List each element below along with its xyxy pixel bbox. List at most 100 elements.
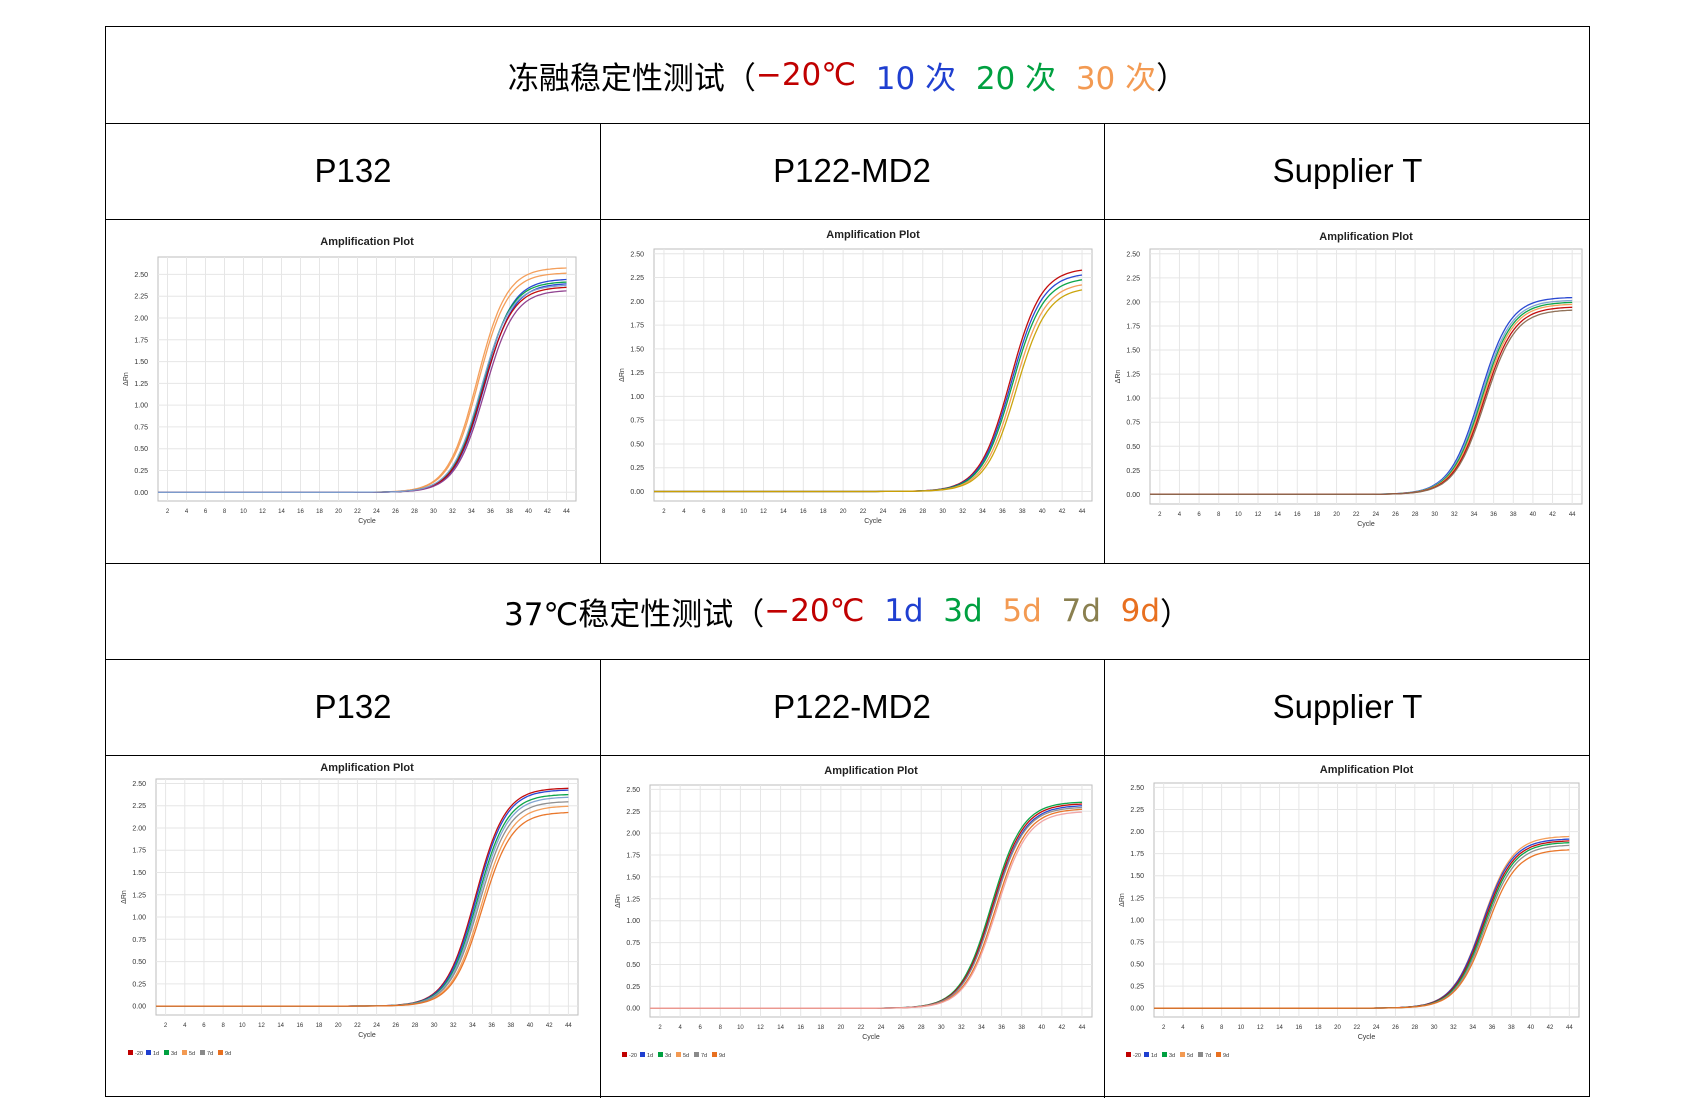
y-tick-label: 0.25 [1126, 468, 1140, 475]
x-tick-label: 40 [527, 1023, 534, 1029]
legend-swatch [1162, 1052, 1167, 1057]
legend-label: 7d [1205, 1053, 1211, 1059]
x-tick-label: 42 [1059, 509, 1066, 515]
x-tick-label: 10 [240, 509, 247, 515]
y-axis-label: ΔRn [1119, 893, 1126, 907]
x-tick-label: 12 [259, 509, 266, 515]
y-tick-label: 0.50 [134, 446, 148, 453]
x-tick-label: 6 [702, 509, 706, 515]
x-tick-label: 44 [1079, 1025, 1086, 1031]
x-tick-label: 40 [525, 509, 532, 515]
x-tick-label: 38 [506, 509, 513, 515]
x-tick-label: 32 [450, 1023, 457, 1029]
legend-swatch [658, 1052, 663, 1057]
x-tick-label: 26 [392, 509, 399, 515]
plot-area [653, 248, 1093, 502]
y-tick-label: 2.25 [132, 803, 146, 810]
y-tick-label: 0.00 [1130, 1006, 1144, 1013]
x-tick-label: 30 [939, 509, 946, 515]
x-tick-label: 34 [978, 1025, 985, 1031]
y-tick-label: 1.50 [630, 346, 644, 353]
x-tick-label: 40 [1038, 1025, 1045, 1031]
legend-swatch [676, 1052, 681, 1057]
y-tick-label: 1.25 [1126, 372, 1140, 379]
y-tick-label: 0.50 [630, 441, 644, 448]
x-tick-label: 18 [820, 509, 827, 515]
y-tick-label: 2.00 [1126, 299, 1140, 306]
column-header-supplier-t: Supplier T [1272, 152, 1423, 189]
y-tick-label: 0.25 [630, 465, 644, 472]
x-tick-label: 2 [1162, 1025, 1166, 1031]
y-tick-label: 0.25 [134, 468, 148, 475]
legend-label: 3d [665, 1053, 671, 1059]
y-tick-label: 1.75 [1130, 851, 1144, 858]
x-tick-label: 14 [1274, 512, 1281, 518]
x-tick-label: 8 [223, 509, 227, 515]
plot-area [1153, 782, 1580, 1018]
x-tick-label: 30 [1431, 1025, 1438, 1031]
x-tick-label: 36 [999, 509, 1006, 515]
x-tick-label: 20 [1334, 1025, 1341, 1031]
column-header-p122-md2: P122-MD2 [773, 152, 931, 189]
row-divider [106, 219, 1589, 220]
x-tick-label: 16 [297, 1023, 304, 1029]
x-tick-label: 8 [1220, 1025, 1224, 1031]
y-axis-label: ΔRn [121, 890, 128, 904]
x-tick-label: 6 [699, 1025, 703, 1031]
x-tick-label: 22 [354, 1023, 361, 1029]
x-tick-label: 12 [1255, 512, 1262, 518]
x-tick-label: 2 [164, 1023, 168, 1029]
row-divider [106, 563, 1589, 564]
x-tick-label: 38 [1510, 512, 1517, 518]
amplification-plot-cell: Amplification Plot 0.00 0.25 0.50 0.75 1.00 1.… [1104, 755, 1591, 1098]
chart-title: Amplification Plot [824, 765, 918, 777]
legend-label: 1d [153, 1051, 159, 1057]
x-tick-label: 42 [544, 509, 551, 515]
x-tick-label: 36 [1490, 512, 1497, 518]
legend-label: -20 [629, 1053, 637, 1059]
y-tick-label: 1.25 [134, 381, 148, 388]
x-tick-label: 44 [565, 1023, 572, 1029]
x-tick-label: 38 [508, 1023, 515, 1029]
x-tick-label: 24 [373, 509, 380, 515]
title-part: 10 次 [856, 60, 957, 97]
x-tick-label: 22 [860, 509, 867, 515]
title-part: 37℃稳定性测试（ [503, 596, 765, 633]
y-tick-label: 1.00 [134, 403, 148, 410]
y-tick-label: 0.75 [626, 940, 640, 947]
legend-label: 5d [189, 1051, 195, 1057]
x-tick-label: 40 [1039, 509, 1046, 515]
legend-label: 7d [207, 1051, 213, 1057]
y-tick-label: 0.25 [132, 981, 146, 988]
x-tick-label: 14 [278, 509, 285, 515]
title-part: 冻融稳定性测试（ [507, 60, 756, 97]
x-tick-label: 20 [838, 1025, 845, 1031]
x-tick-label: 24 [1372, 512, 1379, 518]
x-tick-label: 40 [1530, 512, 1537, 518]
title-part: 1d [864, 593, 924, 629]
x-tick-label: 34 [1471, 512, 1478, 518]
x-axis-label: Cycle [864, 518, 882, 525]
x-tick-label: 18 [1315, 1025, 1322, 1031]
amplification-curve [1150, 309, 1573, 496]
y-tick-label: 0.25 [626, 984, 640, 991]
y-tick-label: 0.00 [626, 1006, 640, 1013]
column-divider [600, 123, 601, 563]
title-part: 9d [1100, 593, 1161, 629]
legend-label: 1d [647, 1053, 653, 1059]
y-tick-label: 1.00 [630, 394, 644, 401]
x-tick-label: 12 [757, 1025, 764, 1031]
y-tick-label: 2.25 [134, 294, 148, 301]
x-tick-label: 28 [411, 509, 418, 515]
x-tick-label: 22 [354, 509, 361, 515]
amplification-curve [1154, 849, 1570, 1009]
x-tick-label: 32 [449, 509, 456, 515]
x-tick-label: 34 [979, 509, 986, 515]
x-tick-label: 28 [1411, 1025, 1418, 1031]
x-tick-label: 24 [880, 509, 887, 515]
x-tick-label: 34 [1469, 1025, 1476, 1031]
amplification-plot: Amplification Plot 0.00 0.25 0.50 0.75 1.00 1.… [1119, 764, 1580, 1059]
amplification-plot: Amplification Plot 0.00 0.25 0.50 0.75 1.00 1.… [123, 236, 577, 525]
x-tick-label: 12 [1257, 1025, 1264, 1031]
x-tick-label: 24 [1373, 1025, 1380, 1031]
